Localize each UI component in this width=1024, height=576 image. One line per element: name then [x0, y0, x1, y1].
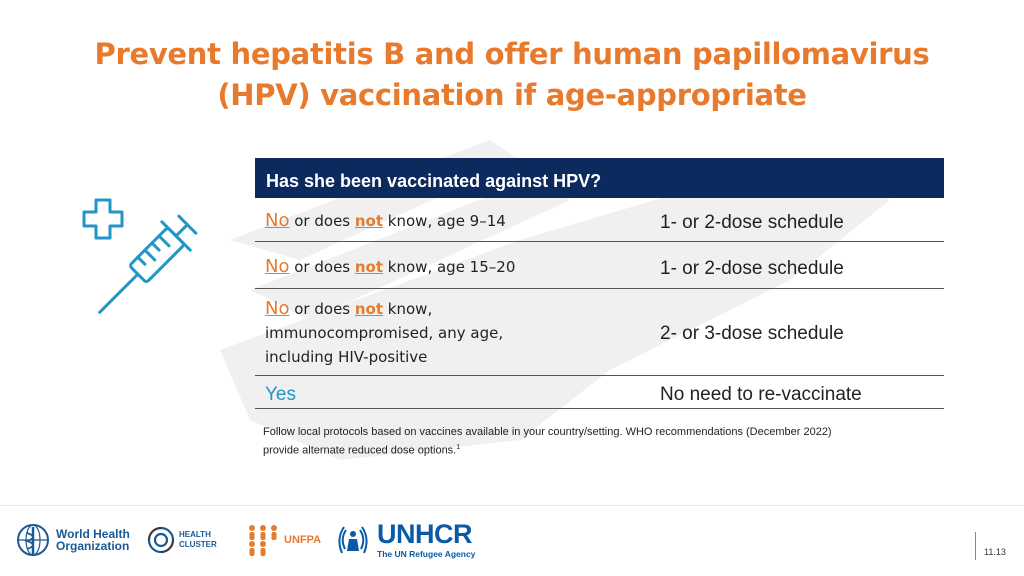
unhcr-name: UNHCR: [377, 518, 473, 549]
unhcr-logo: UNHCR The UN Refugee Agency: [334, 520, 475, 560]
row-schedule: 1- or 2-dose schedule: [660, 258, 844, 279]
row-text: including HIV-positive: [265, 348, 428, 366]
table-row: Yes No need to re-vaccinate: [255, 376, 944, 409]
row-condition: No or does not know, immunocompromised, …: [265, 297, 503, 369]
table-row: No or does not know, age 9–14 1- or 2-do…: [255, 198, 944, 242]
who-name-line-1: World Health: [56, 527, 130, 541]
row-condition: No or does not know, age 9–14: [265, 209, 506, 233]
who-name-line-2: Organization: [56, 539, 130, 553]
title-line-1: Prevent hepatitis B and offer human papi…: [94, 37, 930, 71]
footnote-line-1: Follow local protocols based on vaccines…: [263, 426, 832, 438]
footnote-line-2: provide alternate reduced dose options.1: [263, 440, 943, 459]
row-text: or does: [289, 212, 355, 230]
unfpa-name: UNFPA: [284, 534, 322, 546]
yes-keyword: Yes: [265, 384, 296, 405]
not-keyword: not: [354, 212, 384, 230]
page-number: 11.13: [984, 547, 1006, 557]
row-schedule: No need to re-vaccinate: [660, 384, 862, 405]
row-condition: Yes: [265, 383, 296, 407]
row-text: know,: [383, 300, 433, 318]
row-schedule: 1- or 2-dose schedule: [660, 212, 844, 233]
row-condition: No or does not know, age 15–20: [265, 255, 515, 279]
medical-cross-icon: [82, 198, 124, 240]
row-text: know, age 9–14: [383, 212, 506, 230]
title-line-2: (HPV) vaccination if age-appropriate: [217, 78, 807, 112]
health-cluster-emblem: [147, 526, 175, 554]
footnote: Follow local protocols based on vaccines…: [263, 424, 943, 459]
not-keyword: not: [354, 258, 384, 276]
who-emblem: [17, 524, 49, 556]
health-cluster-logo: HEALTH CLUSTER: [146, 520, 217, 560]
row-text: or does: [289, 258, 355, 276]
unfpa-logo: UNFPA: [246, 520, 321, 560]
row-schedule: 2- or 3-dose schedule: [660, 323, 844, 344]
footnote-text: provide alternate reduced dose options.: [263, 444, 457, 457]
footnote-reference: 1: [456, 444, 461, 451]
page-title: Prevent hepatitis B and offer human papi…: [0, 34, 1024, 116]
health-cluster-line-1: HEALTH: [179, 530, 211, 539]
unhcr-emblem: [338, 526, 368, 554]
syringe-icon: [82, 198, 198, 314]
hpv-table: Has she been vaccinated against HPV? No …: [255, 158, 944, 409]
not-keyword: not: [354, 300, 384, 318]
no-keyword: No: [265, 298, 290, 319]
footer-divider: [0, 505, 1024, 506]
page-number-divider: [975, 532, 976, 560]
row-text: or does: [289, 300, 355, 318]
table-header: Has she been vaccinated against HPV?: [255, 158, 944, 198]
row-text: know, age 15–20: [383, 258, 516, 276]
table-row: No or does not know, age 15–20 1- or 2-d…: [255, 242, 944, 289]
row-text: immunocompromised, any age,: [265, 324, 504, 342]
table-row: No or does not know, immunocompromised, …: [255, 289, 944, 376]
no-keyword: No: [265, 210, 290, 231]
unhcr-tagline: The UN Refugee Agency: [377, 548, 476, 559]
unfpa-emblem: [249, 525, 277, 556]
no-keyword: No: [265, 256, 290, 277]
who-logo: World Health Organization: [14, 520, 130, 560]
health-cluster-line-2: CLUSTER: [179, 540, 217, 549]
